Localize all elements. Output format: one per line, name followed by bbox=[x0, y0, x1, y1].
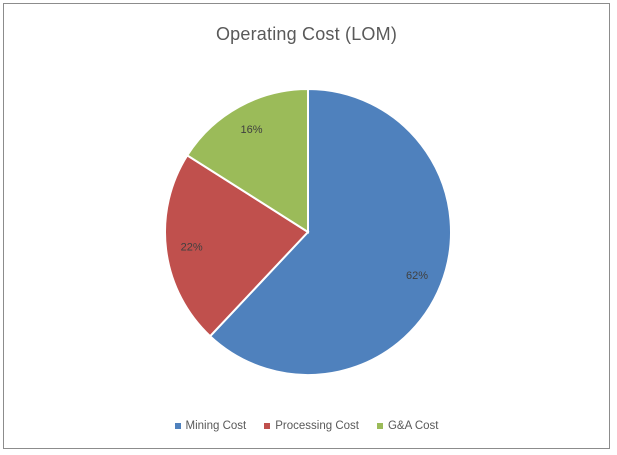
pie-data-labels: 62% 22% 16% bbox=[181, 124, 429, 282]
pie-slice-processing-cost bbox=[164, 153, 310, 338]
legend-label: G&A Cost bbox=[387, 420, 439, 432]
data-label-g-a-cost: 16% bbox=[240, 124, 262, 136]
legend-item-processing-cost: Processing Cost bbox=[264, 420, 359, 432]
pie-slice-g-a-cost bbox=[185, 87, 309, 234]
chart-title: Operating Cost (LOM) bbox=[215, 24, 398, 44]
legend-item-g-a-cost: G&A Cost bbox=[376, 420, 439, 432]
legend-swatch bbox=[264, 423, 271, 429]
pie-chart: 62% 22% 16% bbox=[164, 87, 452, 376]
chart-area: Operating Cost (LOM) 62% 22% 16% Mining Co… bbox=[3, 3, 610, 449]
legend-swatch bbox=[174, 423, 181, 429]
data-label-mining-cost: 62% bbox=[406, 270, 428, 282]
pie-slice-mining-cost bbox=[208, 87, 452, 376]
legend-label: Mining Cost bbox=[185, 420, 247, 432]
data-label-processing-cost: 22% bbox=[181, 242, 203, 254]
legend-label: Processing Cost bbox=[275, 420, 359, 432]
pie-slices bbox=[164, 87, 452, 376]
legend-swatch bbox=[376, 423, 383, 429]
legend-item-mining-cost: Mining Cost bbox=[174, 420, 247, 432]
chart-legend: Mining Cost Processing Cost G&A Cost bbox=[4, 420, 609, 432]
